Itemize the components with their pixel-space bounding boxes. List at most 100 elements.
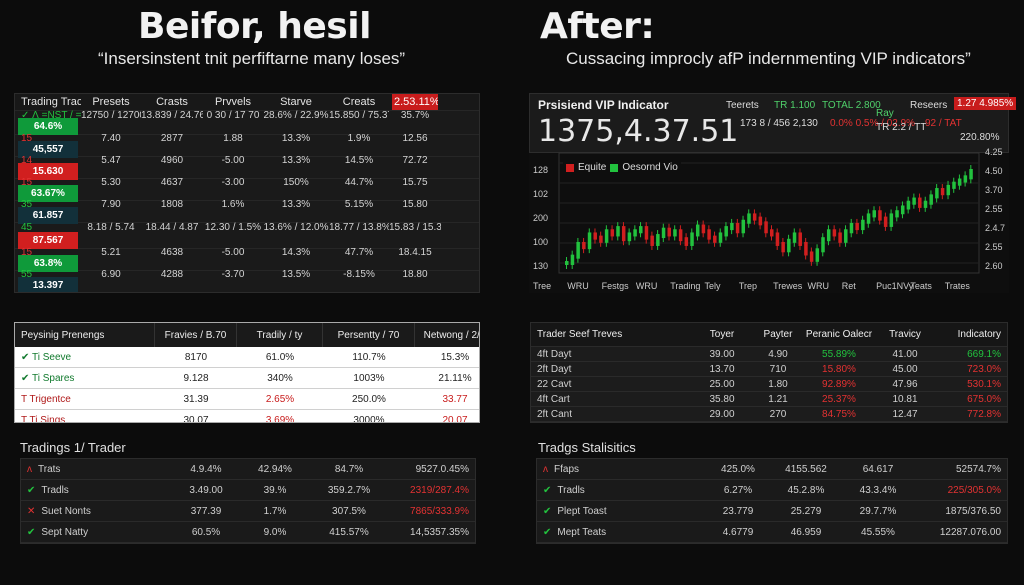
grid-cell: 150% xyxy=(283,177,309,189)
stats-row[interactable]: ʌ Ffaps 425.0% 4155.562 64.617 52574.7% xyxy=(537,459,1007,480)
candle xyxy=(872,210,876,218)
stats-row[interactable]: ✔ Mept Teats 4.6779 46.959 45.55% 12287.076.0… xyxy=(537,522,1007,543)
table-cell: 35.80 xyxy=(709,393,735,405)
stats-cell: 39.% xyxy=(263,484,287,496)
stats-row[interactable]: ✔ Plept Toast 23.779 25.279 29.7.7% 1875/376.… xyxy=(537,501,1007,522)
candle xyxy=(690,232,694,246)
grid-cell: 14.5% xyxy=(344,155,374,167)
candle xyxy=(667,227,671,237)
stats-row[interactable]: ✕ Suet Nonts 377.39 1.7% 307.5% 7865/333.9% xyxy=(21,501,475,522)
stats-cell: 84.7% xyxy=(334,463,364,475)
table-row[interactable]: 2ft Dayt 13.70 710 15.80% 45.00 723.0% xyxy=(531,362,1007,377)
candle xyxy=(701,224,706,234)
legend-label: Equite xyxy=(578,162,607,173)
table-header-cell[interactable]: Toyer xyxy=(709,329,735,340)
table-row[interactable]: 22 Cavt 25.00 1.80 92.89% 47.96 530.1% xyxy=(531,377,1007,392)
candle xyxy=(918,197,922,208)
grid-cell: -8.15% xyxy=(343,269,375,281)
stats-row[interactable]: ✔ Tradls 6.27% 45.2.8% 43.3.4% 225/305.0% xyxy=(537,480,1007,501)
table-cell: 22 Cavt xyxy=(537,378,572,390)
table-cell: 61.0% xyxy=(265,351,295,363)
grid-cell: 1.9% xyxy=(347,133,371,145)
grid-header-cell[interactable]: Presets xyxy=(92,96,130,108)
grid-cell: 13.5% xyxy=(263,291,329,292)
grid-row[interactable]: 35 7.90 1808 1.6% 13.3% 5.15% 15.80 61.857 xyxy=(15,199,479,224)
grid-cell: 28.6% / 22.9% xyxy=(263,109,329,121)
grid-header-cell[interactable]: 2.53.11% xyxy=(392,94,438,110)
table-header-cell[interactable]: Indicatory xyxy=(957,329,1001,340)
table-cell: 9.128 xyxy=(183,372,209,384)
table-cell: 4ft Cart xyxy=(537,393,570,405)
grid-header-cell[interactable]: Prvvels xyxy=(214,96,252,108)
header-cell: Reseers xyxy=(910,100,948,111)
grid-status-badge: 63.8% xyxy=(18,254,78,272)
table-row[interactable]: T Trigentce 31.39 2.65% 250.0% 33.77 xyxy=(15,389,479,410)
table-header-cell[interactable]: Peysinig Prenengs xyxy=(15,323,155,347)
grid-cell: -21.1% xyxy=(329,291,389,292)
candle xyxy=(809,251,814,262)
candle xyxy=(718,232,723,243)
grid-status-badge: 13.397 xyxy=(18,276,78,292)
table-header-cell[interactable]: Persentty / 70 xyxy=(323,323,415,347)
table-row[interactable]: ✔ Ti Spares 9.128 340% 1003% 21.11% xyxy=(15,368,479,389)
grid-cell: 15.55 xyxy=(389,291,441,292)
grid-cell: 35 xyxy=(15,291,81,292)
stats-row[interactable]: ✔ Tradls 3.49.00 39.% 359.2.7% 2319/287.4% xyxy=(21,480,475,501)
y-left-tick-label: 200 xyxy=(533,213,548,223)
table-header-cell[interactable]: Peranic Oalecr xyxy=(805,329,873,340)
header-cell: TOTAL 2.800 xyxy=(822,100,881,111)
grid-header-cell[interactable]: Creats xyxy=(342,96,376,108)
grid-cell: 8.18 / 5.74 xyxy=(87,222,135,234)
table-cell: 1.21 xyxy=(768,393,788,405)
grid-header-cell[interactable]: Trading Tracer Forter xyxy=(21,96,81,108)
grid-row[interactable]: 45 8.18 / 5.74 18.44 / 4.87 12.30 / 1.5% 13.… xyxy=(15,222,479,249)
stats-cell: ✔ Plept Toast xyxy=(537,506,707,517)
candle xyxy=(650,235,654,246)
table-header-cell[interactable]: Payter xyxy=(763,329,793,340)
header-cell: TR 2.2 / TT xyxy=(876,122,927,133)
table-header: Peysinig Prenengs Fravies / B.70 Tradily /… xyxy=(15,323,479,347)
stats-row[interactable]: ✔ Sept Natty 60.5% 9.0% 415.57% 14,5357.35% xyxy=(21,522,475,543)
table-row[interactable]: 2ft Cant 29.00 270 84.75% 12.47 772.8% xyxy=(531,407,1007,422)
table-row[interactable]: T Ti Sings 30.07 3.69% 3000% 20.07 xyxy=(15,410,479,423)
stats-cell: 359.2.7% xyxy=(327,484,371,496)
candle xyxy=(741,219,746,234)
stats-cell: ✕ Suet Nonts xyxy=(21,506,171,517)
grid-row[interactable]: 14 5.47 4960 -5.00 13.3% 14.5% 72.72 15.630 xyxy=(15,155,479,180)
table-header-cell[interactable]: Netwong / 2/4 xyxy=(415,323,479,347)
candle xyxy=(878,210,882,221)
candle xyxy=(798,232,802,246)
table-header-cell[interactable]: Fravies / B.70 xyxy=(155,323,237,347)
grid-cell: 1.6% xyxy=(221,199,245,211)
x-tick-label: Trewes xyxy=(773,281,803,291)
stats-cell: 60.5% xyxy=(191,526,221,538)
x-tick-label: Trep xyxy=(739,281,757,291)
grid-cell: 13.839 / 24.76 xyxy=(141,109,203,121)
grid-status-badge: 15.630 xyxy=(18,162,78,180)
table-row[interactable]: 4ft Dayt 39.00 4.90 55.89% 41.00 669.1% xyxy=(531,347,1007,362)
candle xyxy=(587,232,592,250)
grid-row[interactable]: 15 5.21 4638 -5.00 14.3% 47.7% 18.4.15 63.8% xyxy=(15,247,479,272)
grid-header-cell[interactable]: Crasts xyxy=(156,96,188,108)
grid-row[interactable]: 15 7.40 2877 1.88 13.3% 1.9% 12.56 45,557 xyxy=(15,133,479,158)
grid-row[interactable]: 15 5.30 4637 -3.00 150% 44.7% 15.75 63.67% xyxy=(15,177,479,202)
after-indicator-header: Prsisiend VIP Indicator 1375,4.37.51 Tee… xyxy=(529,93,1017,153)
stats-label: Mept Teats xyxy=(557,526,607,538)
table-cell: 92.89% xyxy=(822,378,856,390)
grid-row[interactable]: 55 6.90 4288 -3.70 13.5% -8.15% 18.80 13.397 xyxy=(15,269,479,292)
grid-header-cell[interactable]: Starve xyxy=(280,96,312,108)
table-cell: 270 xyxy=(769,408,787,420)
candle xyxy=(673,229,677,237)
table-row[interactable]: ✔ Ti Seeve 8170 61.0% 110.7% 15.3% xyxy=(15,347,479,368)
table-header-cell[interactable]: Tradily / ty xyxy=(237,323,323,347)
candle xyxy=(900,205,905,215)
grid-cell: 14 xyxy=(21,155,33,167)
stats-row[interactable]: ʌ Trats 4.9.4% 42.94% 84.7% 9527.0.45% xyxy=(21,459,475,480)
table-cell: 12.47 xyxy=(892,408,918,420)
table-header-cell[interactable]: Trader Seef Treves xyxy=(537,329,623,340)
grid-cell: -5.00 xyxy=(221,155,245,167)
table-row[interactable]: 4ft Cart 35.80 1.21 25.37% 10.81 675.0% xyxy=(531,392,1007,407)
legend-swatch-red xyxy=(566,163,574,172)
table-header-cell[interactable]: Travicy xyxy=(889,329,921,340)
